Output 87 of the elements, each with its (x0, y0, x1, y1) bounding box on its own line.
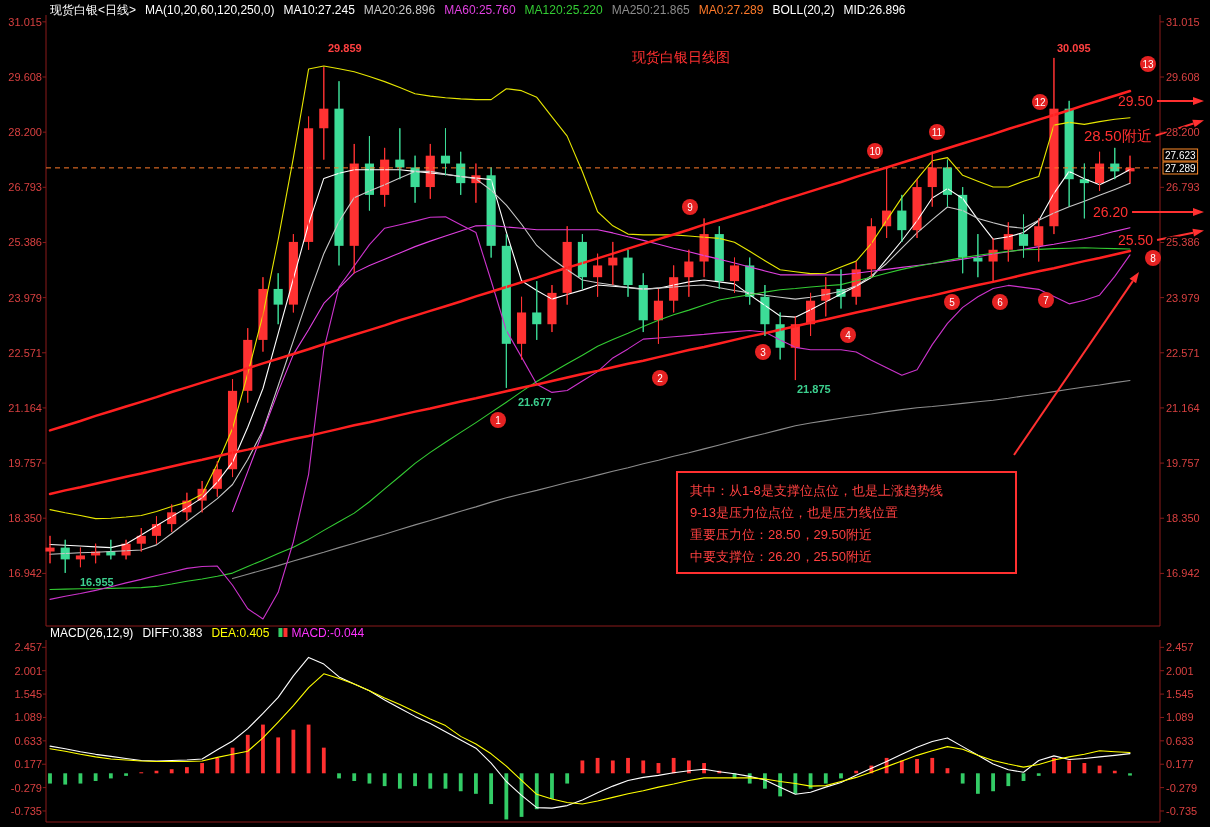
annotation: 25.50 (1118, 232, 1154, 248)
note-marker: 10 (867, 143, 883, 159)
y-tick-label: 0.177 (14, 758, 42, 771)
y-tick-label: -0.279 (10, 781, 42, 794)
y-tick-label: 26.793 (8, 181, 42, 194)
text: MA250:21.865 (611, 3, 691, 17)
annotation: 1 (495, 414, 502, 426)
annotation: 21.875 (797, 383, 831, 395)
y2-tick-label: 1.089 (1166, 711, 1194, 724)
y-tick-label: 21.164 (8, 401, 42, 414)
annotation: 中要支撑位：26.20，25.50附近 (690, 549, 873, 564)
text: MA20:26.896 (363, 3, 436, 17)
y2-tick-label: -0.279 (1166, 781, 1198, 794)
note-marker: 3 (755, 344, 771, 360)
text: MA120:25.220 (524, 3, 603, 17)
annotation: 28.50附近 (1084, 127, 1152, 144)
annotation: 29.859 (328, 42, 362, 54)
text: DEA:0.405 (211, 626, 270, 640)
y-tick-label: 1.545 (14, 688, 42, 701)
y-tick-label: 18.350 (8, 512, 42, 525)
ref-line-label: MA0:27.289 (698, 3, 764, 17)
annotation: 重要压力位：28.50，29.50附近 (690, 527, 873, 542)
note-marker: 12 (1032, 94, 1048, 110)
legend-title: MA(10,20,60,120,250,0) (145, 3, 275, 17)
y-tick-label: 2.457 (14, 641, 42, 654)
annotation: 7 (1043, 294, 1050, 306)
annotation: 9 (687, 201, 694, 213)
y-tick-label: 31.015 (8, 15, 42, 28)
y2-tick-label: -0.735 (1166, 804, 1198, 817)
y-tick-label: 23.979 (8, 291, 42, 304)
note-marker: 1 (490, 412, 506, 428)
annotation: 26.20 (1093, 204, 1129, 220)
text: MA10:27.245 (283, 3, 356, 17)
y2-tick-label: 1.545 (1166, 688, 1194, 701)
y-tick-label: 19.757 (8, 457, 42, 470)
note-marker: 8 (1145, 250, 1161, 266)
y2-tick-label: 25.386 (1166, 236, 1200, 249)
y-tick-label: 28.200 (8, 126, 42, 139)
y2-tick-label: 23.979 (1166, 291, 1200, 304)
annotation: 5 (949, 296, 956, 308)
annotation: 21.677 (518, 396, 552, 408)
y-tick-label: 1.089 (14, 711, 42, 724)
y2-tick-label: 0.633 (1166, 734, 1194, 747)
annotation: 4 (845, 329, 852, 341)
y2-tick-label: 28.200 (1166, 126, 1200, 139)
annotation: 其中：从1-8是支撑位点位，也是上涨趋势线 (690, 483, 943, 498)
y-tick-label: 25.386 (8, 236, 42, 249)
annotation: BOLL(20,2) (772, 3, 835, 17)
note-marker: 9 (682, 199, 698, 215)
note-marker: 7 (1038, 292, 1054, 308)
y2-tick-label: 29.608 (1166, 71, 1200, 83)
y-tick-label: -0.735 (10, 804, 42, 817)
note-marker: 6 (992, 294, 1008, 310)
chart-subtitle: 现货白银<日线> (50, 3, 137, 17)
y2-tick-label: 19.757 (1166, 457, 1200, 470)
text: DIFF:0.383 (142, 626, 203, 640)
y2-tick-label: 31.015 (1166, 15, 1200, 28)
annotation: MID:26.896 (843, 3, 906, 17)
note-marker: 2 (652, 370, 668, 386)
y2-tick-label: 26.793 (1166, 181, 1200, 194)
legend-label: MACD:-0.044 (291, 626, 365, 640)
y-tick-label: 0.633 (14, 734, 42, 747)
y-tick-label: 16.942 (8, 567, 42, 580)
y2-tick-label: 0.177 (1166, 758, 1194, 771)
annotation: 2 (657, 372, 664, 384)
y-tick-label: 29.608 (8, 71, 42, 83)
text: 现货白银日线图 (631, 49, 730, 65)
annotation: 29.50 (1118, 93, 1154, 109)
y2-tick-label: 2.001 (1166, 664, 1194, 677)
note-marker: 13 (1140, 56, 1156, 72)
y2-tick-label: 16.942 (1166, 567, 1200, 580)
note-marker: 11 (929, 124, 945, 140)
y-tick-label: 2.001 (14, 664, 42, 677)
note-marker: 5 (944, 294, 960, 310)
chart-title: MACD(26,12,9) (50, 626, 134, 640)
annotation: 9-13是压力位点位，也是压力线位置 (690, 505, 899, 520)
y2-tick-label: 18.350 (1166, 512, 1200, 525)
y-tick-label: 22.571 (8, 346, 42, 359)
annotation: 16.955 (80, 576, 114, 588)
y2-tick-label: 21.164 (1166, 401, 1200, 414)
y2-tick-label: 2.457 (1166, 641, 1194, 654)
annotation: 3 (760, 346, 767, 358)
y2-tick-label: 22.571 (1166, 346, 1200, 359)
annotation: 6 (997, 296, 1004, 308)
note-marker: 4 (840, 327, 856, 343)
annotation: 30.095 (1057, 42, 1091, 54)
text: MA60:25.760 (444, 3, 516, 17)
